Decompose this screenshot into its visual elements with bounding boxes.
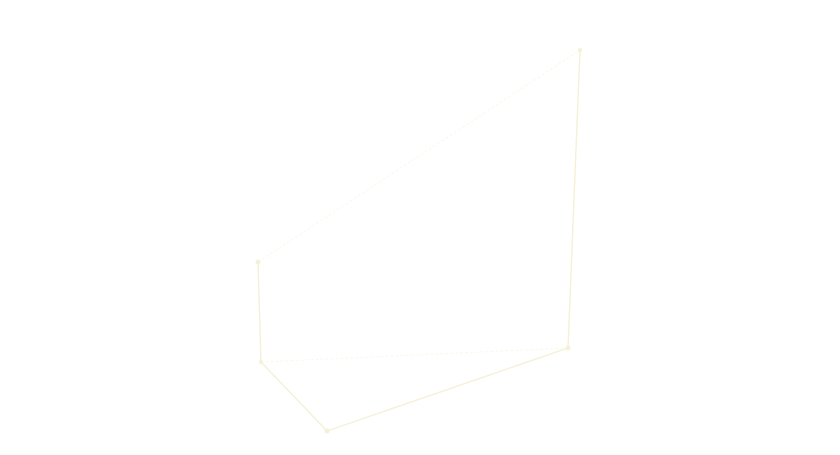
hidden-back-edge: [260, 347, 569, 363]
vertex-right-bottom: [565, 345, 571, 351]
bottom-front-edge: [326, 347, 569, 432]
left-depth-edge: [260, 361, 328, 432]
vertex-bottom-left: [259, 360, 263, 364]
right-vertical-edge: [567, 49, 581, 349]
hidden-top-edge: [257, 49, 581, 263]
left-vertical-edge: [257, 261, 262, 363]
vertex-top-left: [255, 259, 261, 265]
vertex-front-bottom: [324, 428, 330, 434]
vertex-top-right: [578, 48, 582, 52]
